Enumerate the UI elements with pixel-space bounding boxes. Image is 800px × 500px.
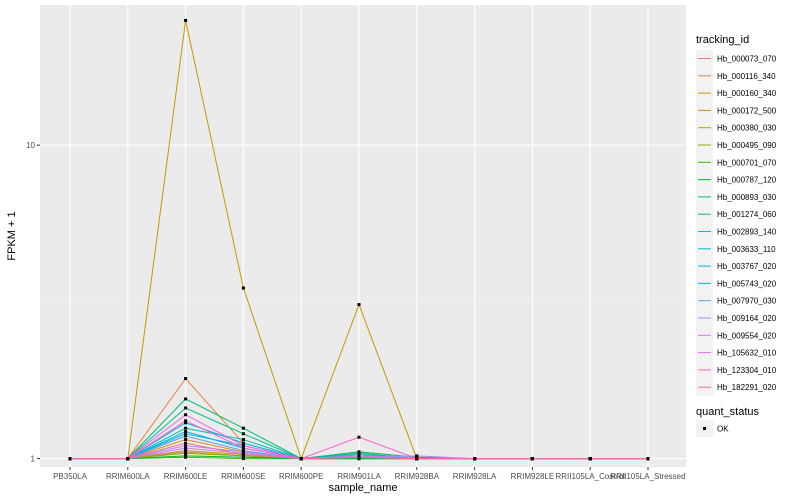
data-point: [357, 435, 361, 439]
legend2-title: quant_status: [696, 406, 759, 418]
legend-label: Hb_003767_020: [717, 262, 777, 271]
data-point: [184, 419, 188, 423]
x-axis: PB350LA RRIM600LA RRIM600LE RRIM600SE RRIM60…: [53, 467, 686, 481]
legend-items: Hb_000073_070 Hb_000116_340 Hb_000160_340 H…: [696, 50, 777, 396]
data-point: [241, 455, 245, 459]
data-point: [184, 18, 188, 22]
legend-label: Hb_005743_020: [717, 279, 777, 288]
data-point: [588, 457, 592, 461]
x-tick-label: PB350LA: [53, 472, 87, 481]
x-tick-label: RRII105LA_Control: [556, 472, 626, 481]
legend-title: tracking_id: [696, 34, 749, 46]
legend-label: Hb_000073_070: [717, 55, 777, 64]
data-point: [299, 457, 303, 461]
data-point: [530, 457, 534, 461]
data-point: [184, 441, 188, 445]
legend-label: Hb_000893_030: [717, 193, 777, 202]
x-tick-label: RRIM600LA: [106, 472, 150, 481]
legend-label: Hb_000160_340: [717, 89, 777, 98]
series-points: [68, 18, 650, 461]
data-point: [184, 454, 188, 458]
plot-panel: [40, 5, 686, 467]
legend-label: Hb_000172_500: [717, 106, 777, 115]
x-tick-label: RRIM928LA: [453, 472, 497, 481]
legend2-label: OK: [717, 425, 729, 434]
data-point: [646, 457, 650, 461]
data-point: [184, 421, 188, 425]
legend2-key-point: [703, 427, 706, 430]
data-point: [415, 457, 419, 461]
y-axis: 1 10: [26, 141, 40, 464]
data-point: [184, 444, 188, 448]
data-point: [184, 430, 188, 434]
data-point: [241, 438, 245, 442]
legend-label: Hb_001274_060: [717, 210, 777, 219]
legend-label: Hb_000787_120: [717, 176, 777, 185]
data-point: [184, 451, 188, 455]
x-tick-label: RRIM600SE: [221, 472, 265, 481]
legend-label: Hb_123304_010: [717, 366, 777, 375]
x-tick-label: RRIM928BA: [395, 472, 440, 481]
data-point: [241, 286, 245, 290]
x-tick-label: RRII105LA_Stressed: [610, 472, 685, 481]
data-point: [184, 377, 188, 381]
data-point: [184, 426, 188, 430]
legend-label: Hb_000495_090: [717, 141, 777, 150]
y-tick-label: 1: [31, 455, 36, 464]
data-point: [184, 446, 188, 450]
data-point: [184, 449, 188, 453]
legend-label: Hb_009164_020: [717, 314, 777, 323]
grid-major: [40, 5, 686, 467]
legend-label: Hb_002893_140: [717, 228, 777, 237]
legend-label: Hb_182291_020: [717, 383, 777, 392]
legend-label: Hb_000380_030: [717, 124, 777, 133]
legend-label: Hb_105632_010: [717, 349, 777, 358]
data-point: [241, 441, 245, 445]
y-axis-title: FPKM + 1: [6, 211, 18, 260]
legend-label: Hb_003633_110: [717, 245, 776, 254]
data-point: [184, 397, 188, 401]
data-point: [415, 454, 419, 458]
x-tick-label: RRIM901LA: [337, 472, 381, 481]
x-tick-label: RRIM928LE: [511, 472, 555, 481]
y-tick-label: 10: [26, 141, 35, 150]
legend: tracking_id Hb_000073_070Hb_000116_340Hb…: [696, 34, 777, 437]
data-point: [184, 432, 188, 436]
data-point: [184, 406, 188, 410]
data-point: [241, 426, 245, 430]
data-point: [241, 444, 245, 448]
data-point: [184, 434, 188, 438]
data-point: [184, 413, 188, 417]
data-point: [241, 453, 245, 457]
data-point: [68, 457, 72, 461]
x-tick-label: RRIM600LE: [164, 472, 208, 481]
legend-label: Hb_000116_340: [717, 72, 776, 81]
data-point: [184, 438, 188, 442]
x-tick-label: RRIM600PE: [279, 472, 323, 481]
legend-label: Hb_000701_070: [717, 158, 777, 167]
data-point: [473, 457, 477, 461]
x-axis-title: sample_name: [328, 482, 397, 494]
data-point: [241, 446, 245, 450]
data-point: [357, 455, 361, 459]
data-point: [126, 457, 130, 461]
data-point: [357, 303, 361, 307]
legend-label: Hb_007970_030: [717, 297, 777, 306]
legend-label: Hb_009554_020: [717, 331, 777, 340]
legend2-items: OK: [696, 420, 729, 437]
data-point: [241, 432, 245, 436]
